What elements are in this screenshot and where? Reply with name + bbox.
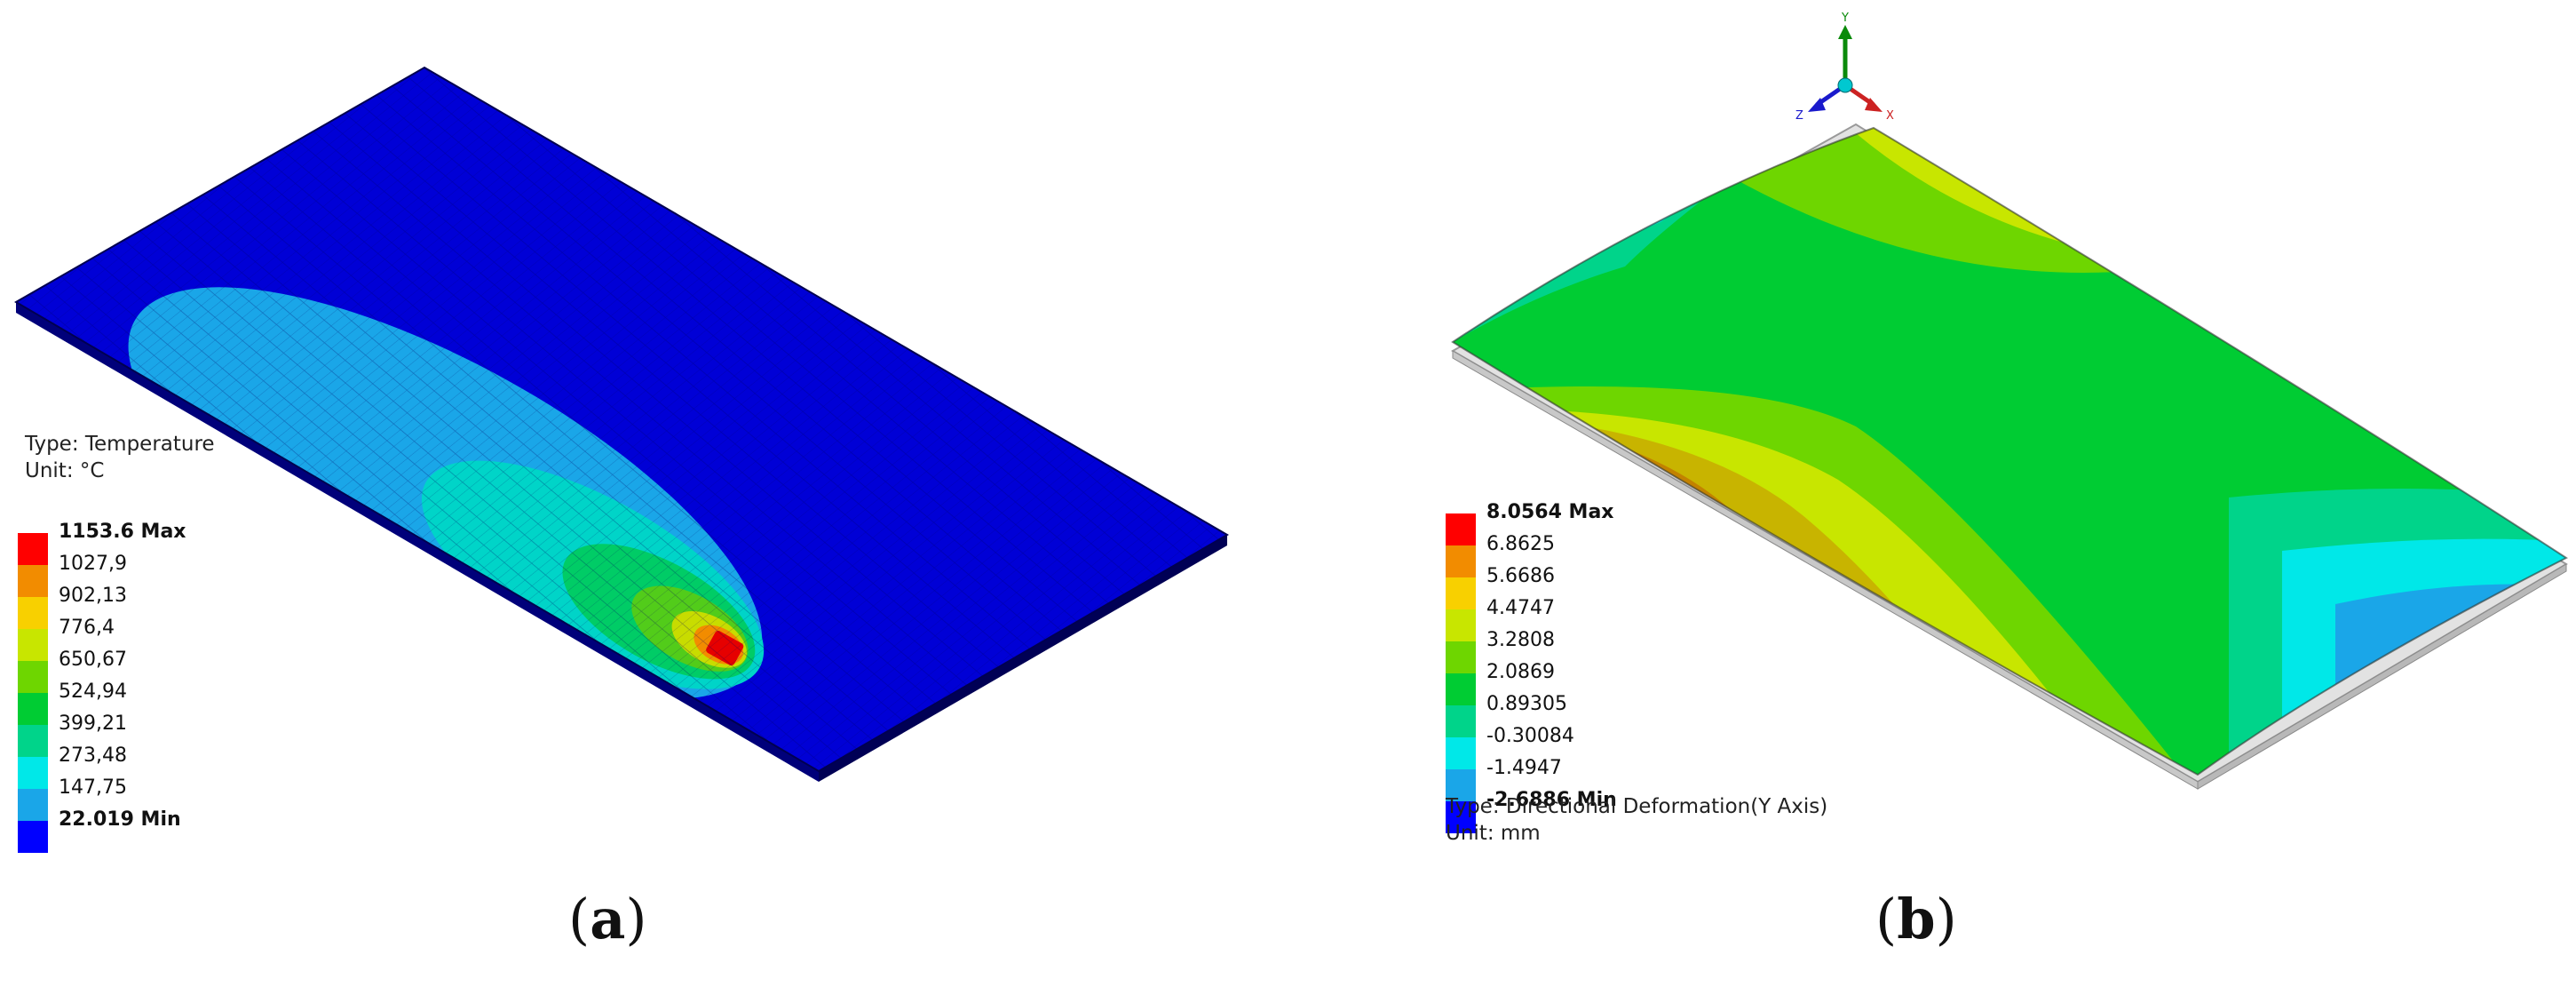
legend-swatch bbox=[18, 789, 48, 821]
legend-swatch bbox=[18, 693, 48, 725]
legend-swatch bbox=[18, 661, 48, 693]
legend-swatch bbox=[1446, 737, 1476, 769]
legend-value: 147,75 bbox=[59, 776, 127, 799]
temperature-contour-plot bbox=[14, 66, 1229, 782]
legend-swatch bbox=[1446, 801, 1476, 833]
caption-a: (a) bbox=[568, 887, 647, 951]
legend-value: 776,4 bbox=[59, 617, 115, 639]
legend-swatch bbox=[18, 565, 48, 597]
legend-value: 902,13 bbox=[59, 585, 127, 607]
legend-value: 2.0869 bbox=[1486, 661, 1555, 683]
legend-value: 22.019 Min bbox=[59, 808, 181, 831]
legend-swatch bbox=[1446, 673, 1476, 705]
legend-swatch bbox=[1446, 641, 1476, 673]
legend-swatch bbox=[18, 597, 48, 629]
z-axis-label: Z bbox=[1795, 109, 1803, 123]
unit-label: Unit: mm bbox=[1446, 822, 1541, 845]
legend-value: 650,67 bbox=[59, 649, 127, 671]
legend-value: 1027,9 bbox=[59, 553, 127, 575]
legend-value: -1.4947 bbox=[1486, 757, 1562, 779]
legend-swatch bbox=[18, 757, 48, 789]
y-axis-arrow-icon bbox=[1838, 25, 1852, 39]
result-type-label: Type: Temperature bbox=[25, 433, 215, 456]
axis-triad: Y X Z bbox=[1795, 12, 1894, 123]
legend-swatch bbox=[18, 533, 48, 565]
legend-swatch bbox=[18, 821, 48, 853]
legend-swatch bbox=[1446, 545, 1476, 577]
legend-swatch bbox=[18, 725, 48, 757]
legend-value: 1153.6 Max bbox=[59, 521, 186, 543]
mesh-overlay bbox=[16, 68, 1227, 771]
legend-value: -0.30084 bbox=[1486, 725, 1574, 747]
legend-swatch bbox=[1446, 577, 1476, 609]
y-axis-label: Y bbox=[1841, 12, 1849, 25]
x-axis-label: X bbox=[1886, 109, 1894, 123]
legend-swatch bbox=[18, 629, 48, 661]
x-axis-arrow-icon bbox=[1865, 98, 1882, 112]
legend-swatch bbox=[1446, 609, 1476, 641]
caption-b: (b) bbox=[1875, 887, 1957, 951]
legend-swatch bbox=[1446, 705, 1476, 737]
legend-value: 8.0564 Max bbox=[1486, 501, 1614, 523]
legend-value: -2.6886 Min bbox=[1486, 789, 1617, 811]
legend-value: 5.6686 bbox=[1486, 565, 1555, 587]
z-axis-arrow-icon bbox=[1808, 98, 1826, 112]
legend-value: 0.89305 bbox=[1486, 693, 1567, 715]
legend-value: 6.8625 bbox=[1486, 533, 1555, 555]
plate-front-edge bbox=[16, 302, 819, 782]
panel-deformation: Y X Z 8.0564 Max 6.8625 5.6686 4.4747 3.2808… bbox=[1288, 0, 2576, 995]
legend-value: 3.2808 bbox=[1486, 629, 1555, 651]
unit-label: Unit: °C bbox=[25, 459, 105, 482]
panel-temperature: Type: Temperature Unit: °C 1153.6 Max 102… bbox=[14, 66, 1229, 951]
legend-swatch bbox=[1446, 513, 1476, 545]
legend-swatch bbox=[1446, 769, 1476, 801]
legend-value: 273,48 bbox=[59, 744, 127, 767]
legend-value: 524,94 bbox=[59, 681, 127, 703]
result-type-label: Type: Directional Deformation(Y Axis) bbox=[1446, 795, 1828, 818]
deformation-contour-plot: Y X Z bbox=[1450, 12, 2568, 790]
legend-value: 4.4747 bbox=[1486, 597, 1555, 619]
legend-value: 399,21 bbox=[59, 712, 127, 735]
plate-right-edge bbox=[819, 535, 1227, 782]
